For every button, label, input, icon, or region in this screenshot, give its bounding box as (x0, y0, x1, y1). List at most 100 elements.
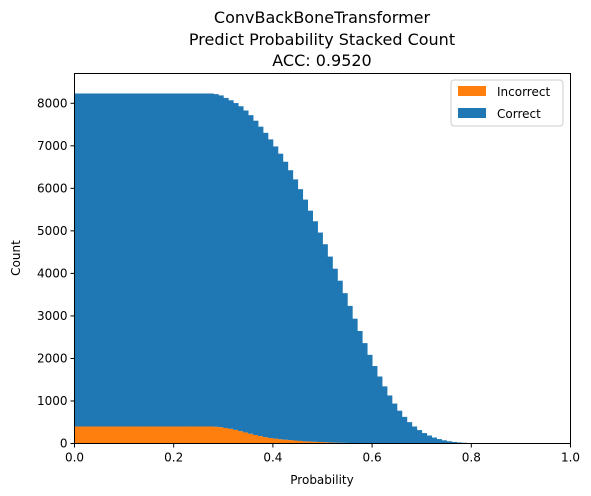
bar-correct-39 (267, 139, 274, 438)
bar-incorrect-47 (307, 441, 313, 444)
bar-correct-49 (317, 232, 323, 443)
y-axis-ticks: 0 1000 2000 3000 4000 5000 6000 7000 8000 (37, 96, 75, 451)
x-axis-label: Probability (290, 473, 353, 487)
title-line-2: Predict Probability Stacked Count (189, 30, 455, 49)
bar-correct-22 (183, 93, 189, 427)
bar-incorrect-2 (84, 426, 90, 444)
bar-incorrect-13 (138, 426, 145, 444)
bar-correct-76 (451, 441, 457, 444)
bar-incorrect-11 (129, 426, 135, 444)
bar-correct-4 (94, 93, 100, 427)
bar-incorrect-46 (302, 441, 309, 444)
bar-incorrect-16 (153, 426, 160, 444)
bar-correct-58 (362, 343, 368, 444)
x-axis-ticks: 0.0 0.2 0.4 0.6 0.8 1.0 (65, 443, 580, 465)
bar-correct-69 (416, 430, 423, 444)
bar-incorrect-24 (193, 426, 199, 444)
bar-correct-45 (297, 189, 304, 441)
x-tick-label: 0.8 (462, 451, 481, 465)
bar-incorrect-30 (223, 427, 229, 444)
x-tick-label: 0.2 (164, 451, 183, 465)
bar-incorrect-18 (163, 426, 170, 444)
y-tick-label: 4000 (37, 266, 68, 280)
bar-correct-5 (99, 93, 105, 427)
bar-incorrect-39 (267, 437, 274, 444)
bar-correct-18 (163, 93, 170, 427)
plot-frame (74, 73, 571, 444)
bar-correct-36 (253, 120, 259, 436)
bar-correct-16 (153, 93, 160, 427)
y-axis-label: Count (9, 240, 23, 276)
bar-correct-27 (208, 93, 214, 427)
bar-incorrect-17 (158, 426, 165, 444)
legend-label-incorrect: Incorrect (497, 85, 550, 99)
bar-incorrect-42 (282, 439, 289, 444)
bar-correct-52 (332, 268, 338, 443)
bar-incorrect-27 (208, 426, 214, 444)
bar-correct-35 (248, 115, 254, 434)
bar-correct-77 (456, 442, 462, 444)
bar-correct-51 (327, 256, 333, 443)
bar-correct-64 (391, 403, 398, 444)
bar-correct-8 (114, 93, 120, 427)
bar-incorrect-38 (262, 437, 269, 444)
title-line-1: ConvBackBoneTransformer (214, 8, 431, 27)
bar-correct-72 (431, 437, 437, 444)
y-tick-label: 5000 (37, 224, 68, 238)
bar-correct-17 (158, 93, 165, 427)
y-tick-label: 6000 (37, 181, 68, 195)
bar-incorrect-15 (148, 426, 155, 444)
bar-correct-14 (143, 93, 150, 427)
bar-correct-71 (426, 435, 433, 444)
x-tick-label: 0.4 (263, 451, 282, 465)
bar-correct-24 (193, 93, 199, 427)
bar-incorrect-31 (228, 428, 234, 444)
bar-correct-74 (441, 440, 447, 444)
legend: Incorrect Correct (450, 79, 564, 127)
title-line-3: ACC: 0.9520 (272, 51, 371, 70)
bar-correct-57 (357, 331, 363, 444)
bar-correct-47 (307, 210, 313, 442)
bar-incorrect-29 (218, 427, 224, 444)
bar-incorrect-28 (213, 426, 219, 444)
bar-incorrect-40 (272, 438, 279, 444)
bar-incorrect-6 (104, 426, 110, 444)
bar-correct-34 (243, 110, 249, 433)
bar-correct-62 (382, 386, 388, 444)
legend-swatch-incorrect (458, 86, 486, 96)
y-tick-label: 3000 (37, 309, 68, 323)
bar-incorrect-49 (317, 442, 323, 444)
bar-correct-43 (287, 170, 294, 441)
bar-correct-66 (401, 416, 408, 444)
bar-correct-6 (104, 93, 110, 427)
bar-incorrect-50 (322, 442, 328, 444)
bar-incorrect-4 (94, 426, 100, 444)
bar-correct-38 (262, 132, 269, 438)
bar-correct-63 (386, 395, 393, 444)
bar-correct-19 (168, 93, 175, 427)
bar-correct-23 (188, 93, 194, 427)
bar-incorrect-45 (297, 440, 304, 444)
bar-correct-12 (134, 93, 140, 427)
bar-correct-61 (377, 376, 383, 444)
bar-incorrect-14 (143, 426, 150, 444)
bar-correct-48 (312, 221, 318, 442)
bar-incorrect-44 (292, 440, 299, 444)
bar-correct-37 (258, 126, 264, 437)
bar-incorrect-37 (258, 436, 264, 444)
bar-correct-67 (406, 422, 413, 444)
bar-incorrect-33 (238, 431, 244, 444)
legend-label-correct: Correct (497, 107, 541, 121)
bar-correct-40 (272, 146, 279, 439)
bar-incorrect-1 (79, 426, 85, 444)
bar-incorrect-51 (327, 442, 333, 444)
bar-correct-1 (79, 93, 85, 427)
bar-correct-30 (223, 97, 229, 428)
y-tick-label: 0 (60, 437, 68, 451)
bar-incorrect-41 (277, 439, 284, 444)
bar-incorrect-43 (287, 440, 294, 444)
bar-correct-70 (421, 433, 428, 444)
bar-incorrect-26 (203, 426, 209, 444)
bar-correct-0 (74, 93, 80, 427)
y-tick-label: 7000 (37, 139, 68, 153)
